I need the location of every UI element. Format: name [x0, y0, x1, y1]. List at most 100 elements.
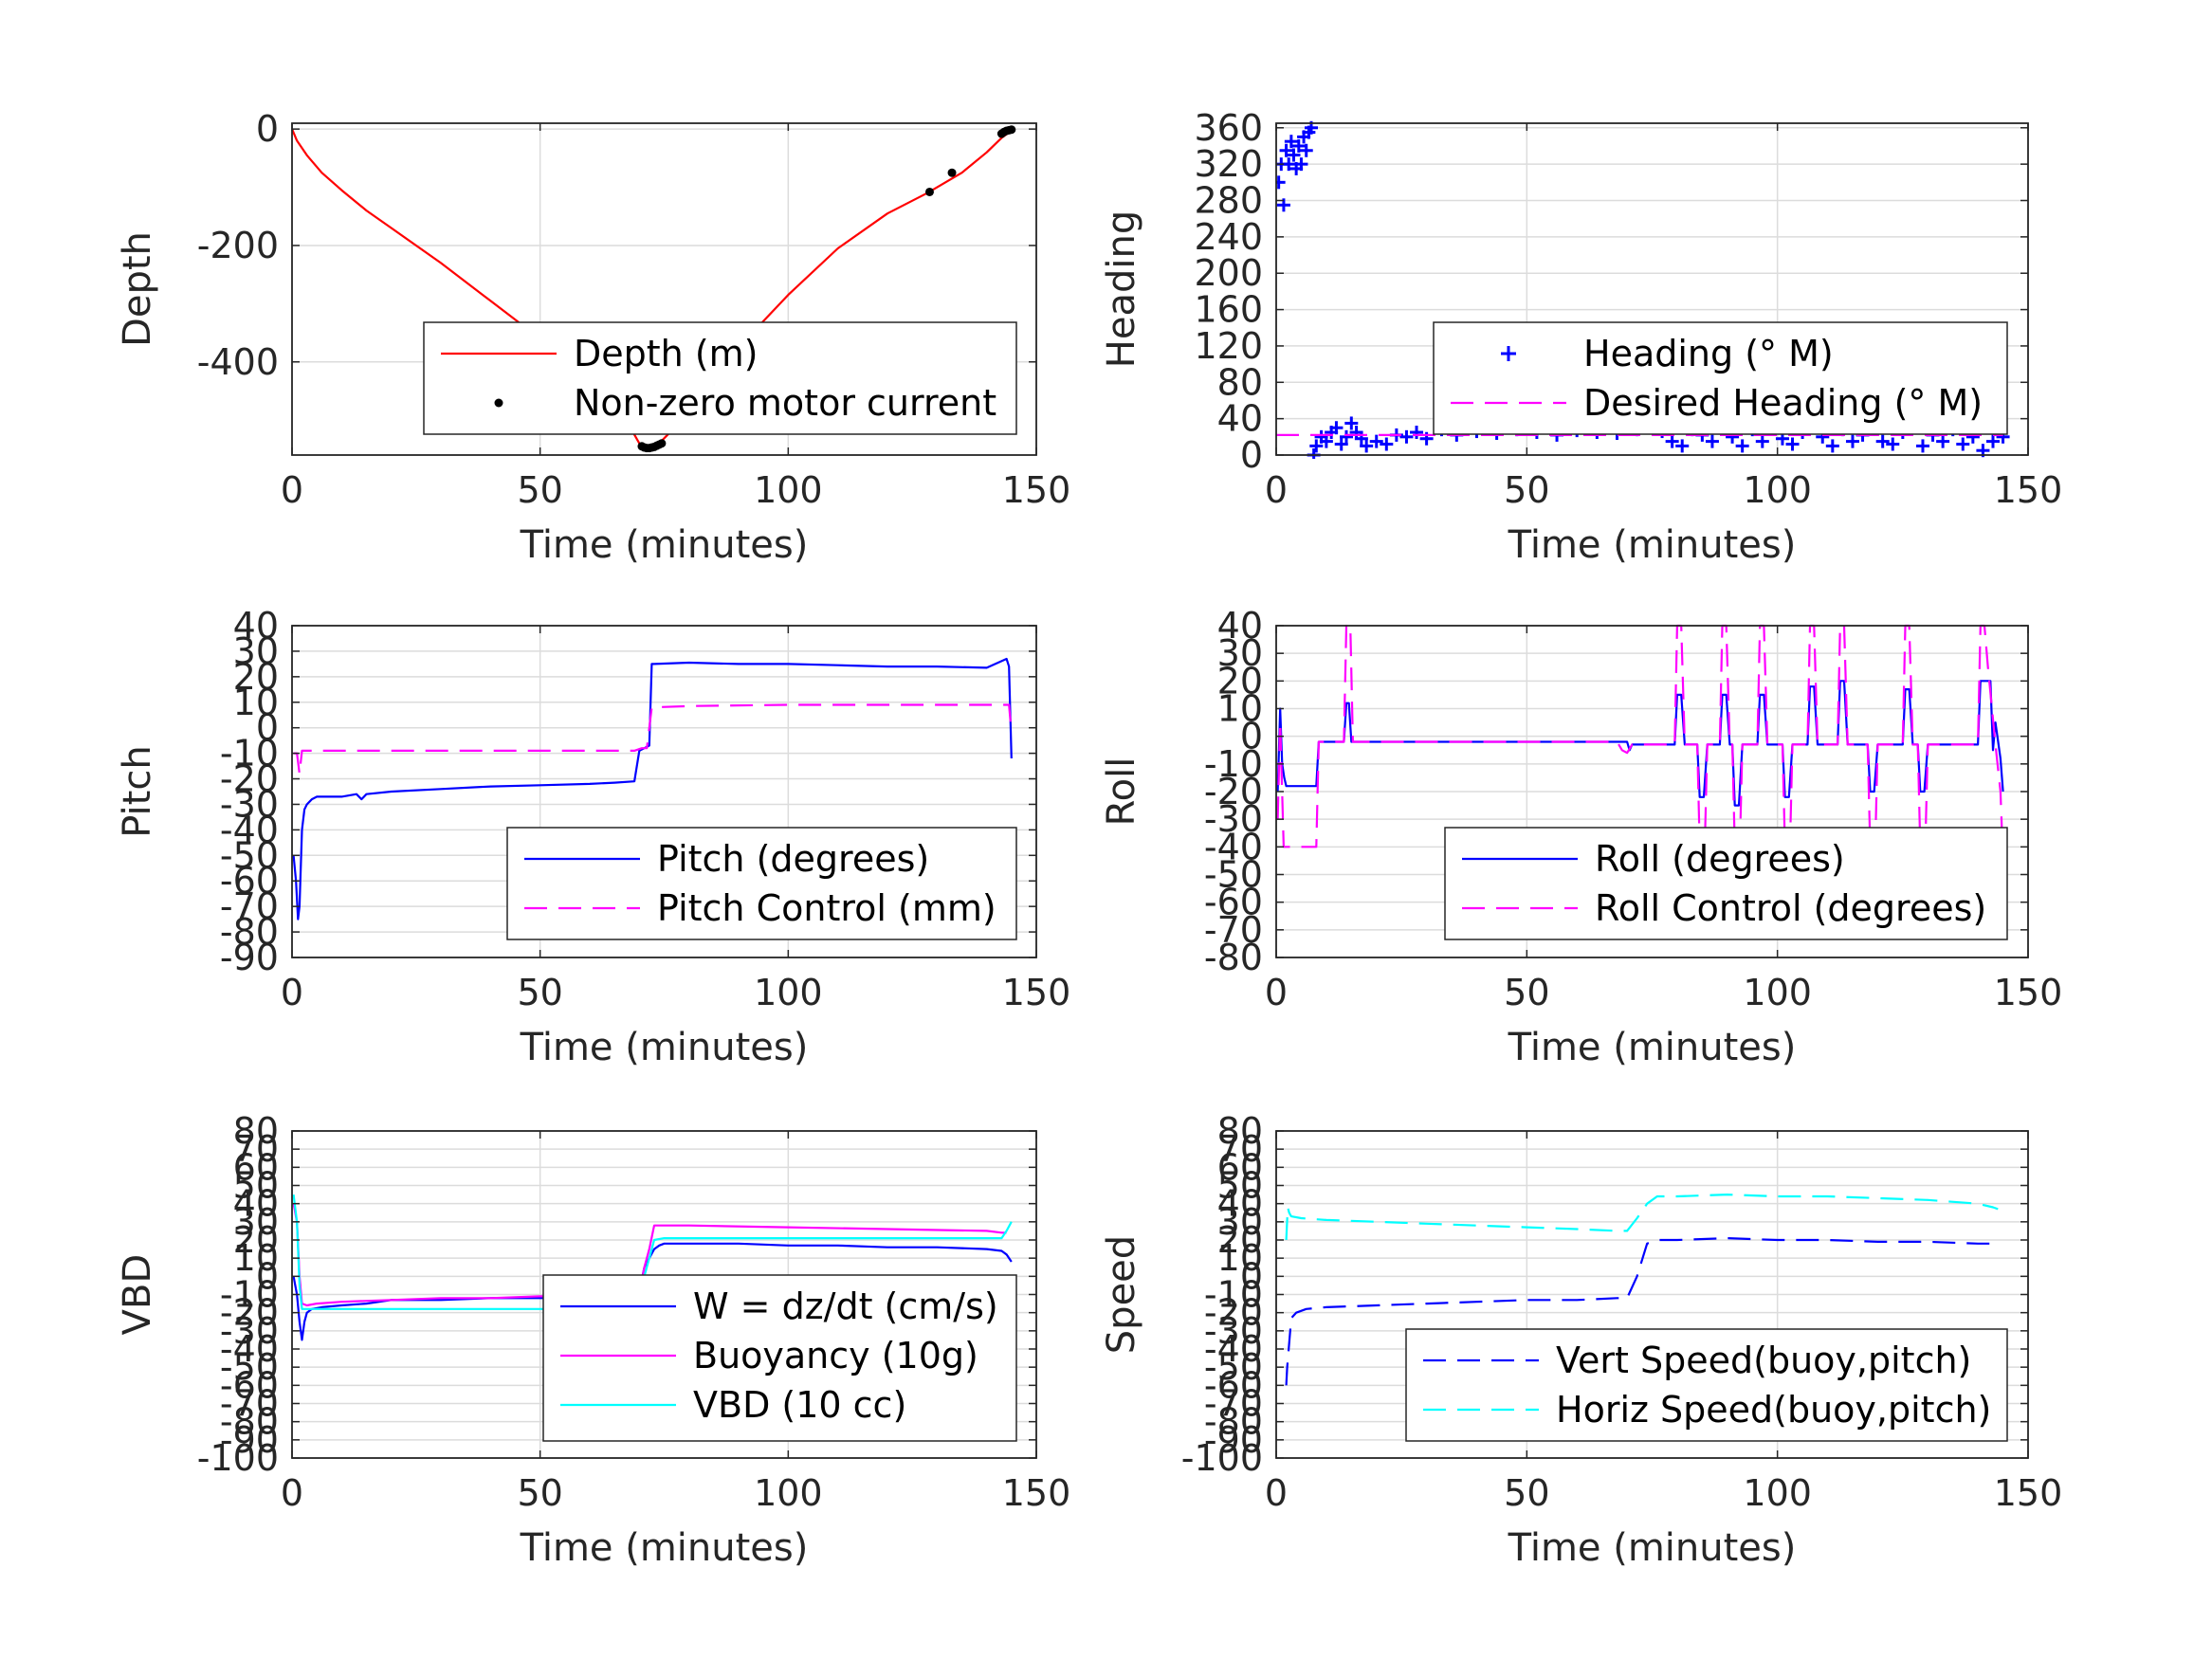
- depth-xtick-label: 50: [517, 469, 562, 511]
- heading-xtick-label: 100: [1743, 469, 1812, 511]
- heading-ytick-label: 240: [1194, 216, 1263, 258]
- heading-ytick-label: 40: [1217, 398, 1263, 440]
- heading-series-1-point: [1329, 421, 1344, 435]
- heading-series-1-point: [1705, 434, 1719, 448]
- roll-ylabel: Roll: [1100, 757, 1143, 827]
- heading-series-1-point: [1845, 434, 1859, 448]
- heading-legend-box: [1433, 321, 2008, 435]
- roll-series-2-line: [1276, 624, 2004, 861]
- heading-series-1-point: [1309, 439, 1324, 453]
- pitch-ytick-label: -90: [220, 937, 279, 978]
- vbd-legend-label: W = dz/dt (cm/s): [693, 1285, 998, 1327]
- heading-series-1-point: [1369, 434, 1383, 448]
- heading-series-1-point: [1755, 434, 1769, 448]
- speed-legend: Vert Speed(buoy,pitch) Horiz Speed(buoy,p…: [1405, 1328, 2008, 1442]
- heading-series-1-point: [1360, 439, 1374, 453]
- heading-series-1-point: [1287, 148, 1301, 162]
- heading-series-1-point: [1299, 143, 1313, 157]
- depth-series-2-point: [947, 168, 957, 177]
- pitch-series-2-line: [293, 703, 1013, 775]
- pitch-legend: Pitch (degrees) Pitch Control (mm): [506, 827, 1017, 940]
- depth-legend-marker: [494, 398, 503, 408]
- heading-legend-label: Desired Heading (° M): [1583, 382, 1983, 424]
- heading-legend-marker: [1501, 346, 1516, 361]
- depth-ytick-label: -200: [197, 225, 279, 266]
- pitch-ytick-label: -70: [220, 885, 279, 927]
- heading-series-1-point: [1399, 429, 1414, 444]
- roll-xtick-label: 100: [1743, 972, 1812, 1013]
- roll-ytick-label: -20: [1204, 771, 1263, 812]
- pitch-xtick-label: 150: [1002, 972, 1071, 1013]
- speed-ytick-label: -10: [1204, 1274, 1263, 1316]
- speed-xtick-label: 100: [1743, 1472, 1812, 1514]
- roll-series-1-line: [1276, 680, 2004, 807]
- pitch-ytick-label: -30: [220, 783, 279, 825]
- heading-series-1-point: [1985, 434, 2000, 448]
- roll-data-layer: [1276, 624, 2004, 861]
- heading-series-1-point: [1886, 437, 1900, 451]
- roll-ytick-label: 20: [1217, 660, 1263, 702]
- speed-ytick-label: -80: [1204, 1401, 1263, 1443]
- roll-ytick-label: -60: [1204, 882, 1263, 923]
- pitch-legend-label: Pitch (degrees): [657, 838, 929, 880]
- speed-ytick-label: -70: [1204, 1383, 1263, 1425]
- chart-pitch: 0 50 100 150403020100-10-20-30-40-50-60-70-…: [116, 605, 1070, 1069]
- speed-xtick-label: 0: [1265, 1472, 1288, 1514]
- chart-depth: 0 50 100 150 0 -200 -400 Time (minutes) Depth Dep…: [116, 108, 1070, 567]
- pitch-ytick-label: -80: [220, 911, 279, 953]
- heading-series-1-point: [1294, 157, 1308, 172]
- roll-xtick-label: 0: [1265, 972, 1288, 1013]
- pitch-axes-box: [291, 625, 1037, 958]
- vbd-ytick-label: 70: [233, 1128, 279, 1170]
- pitch-legend-label: Pitch Control (mm): [657, 887, 996, 929]
- vbd-ytick-label: -70: [220, 1383, 279, 1425]
- heading-ytick-label: 320: [1194, 143, 1263, 185]
- roll-legend: Roll (degrees) Roll Control (degrees): [1444, 827, 2008, 940]
- depth-xtick-label: 100: [754, 469, 823, 511]
- roll-ytick-label: -10: [1204, 743, 1263, 785]
- heading-legend: Heading (° M) Desired Heading (° M): [1433, 321, 2008, 435]
- pitch-xlabel: Time (minutes): [520, 1026, 809, 1069]
- depth-legend: Depth (m) Non-zero motor current: [423, 321, 1017, 435]
- depth-legend-label: Depth (m): [574, 333, 759, 374]
- heading-series-1-point: [1334, 437, 1348, 451]
- vbd-ytick-label: 0: [256, 1255, 279, 1297]
- depth-xlabel: Time (minutes): [520, 523, 809, 567]
- pitch-ytick-label: 10: [233, 682, 279, 723]
- vbd-ytick-label: 40: [233, 1183, 279, 1225]
- vbd-ytick-label: -30: [220, 1310, 279, 1352]
- pitch-ytick-label: 0: [256, 707, 279, 749]
- heading-series-1-point: [1279, 143, 1293, 157]
- pitch-ytick-label: 30: [233, 630, 279, 672]
- depth-ytick-label: -400: [197, 341, 279, 383]
- vbd-xtick-label: 50: [517, 1472, 562, 1514]
- depth-series-2-point: [924, 187, 934, 196]
- speed-ytick-label: 20: [1217, 1219, 1263, 1261]
- roll-ytick-label: -30: [1204, 798, 1263, 840]
- pitch-data-layer: [292, 657, 1013, 921]
- vbd-ytick-label: -100: [197, 1437, 279, 1479]
- speed-ytick-label: 30: [1217, 1201, 1263, 1243]
- speed-legend-label: Vert Speed(buoy,pitch): [1556, 1340, 1971, 1381]
- vbd-ytick-label: 30: [233, 1201, 279, 1243]
- heading-series-1-point: [1276, 175, 1286, 190]
- heading-legend-label: Heading (° M): [1583, 333, 1834, 374]
- vbd-xtick-label: 100: [754, 1472, 823, 1514]
- roll-ytick-label: 10: [1217, 688, 1263, 730]
- heading-series-1-point: [1825, 439, 1839, 453]
- heading-ylabel: Heading: [1100, 210, 1143, 368]
- heading-ytick-label: 360: [1194, 107, 1263, 149]
- speed-ytick-label: -30: [1204, 1310, 1263, 1352]
- vbd-ytick-label: -50: [220, 1346, 279, 1388]
- speed-ytick-label: -100: [1181, 1437, 1263, 1479]
- heading-ytick-label: 200: [1194, 252, 1263, 294]
- roll-xlabel: Time (minutes): [1508, 1026, 1797, 1069]
- vbd-legend-label: VBD (10 cc): [693, 1384, 906, 1426]
- speed-ytick-label: 70: [1217, 1128, 1263, 1170]
- roll-ytick-label: 40: [1217, 605, 1263, 647]
- pitch-ytick-label: 20: [233, 656, 279, 698]
- vbd-ytick-label: 10: [233, 1237, 279, 1279]
- vbd-ytick-label: -60: [220, 1364, 279, 1406]
- heading-series-1-point: [1380, 437, 1394, 451]
- roll-ytick-label: -70: [1204, 909, 1263, 951]
